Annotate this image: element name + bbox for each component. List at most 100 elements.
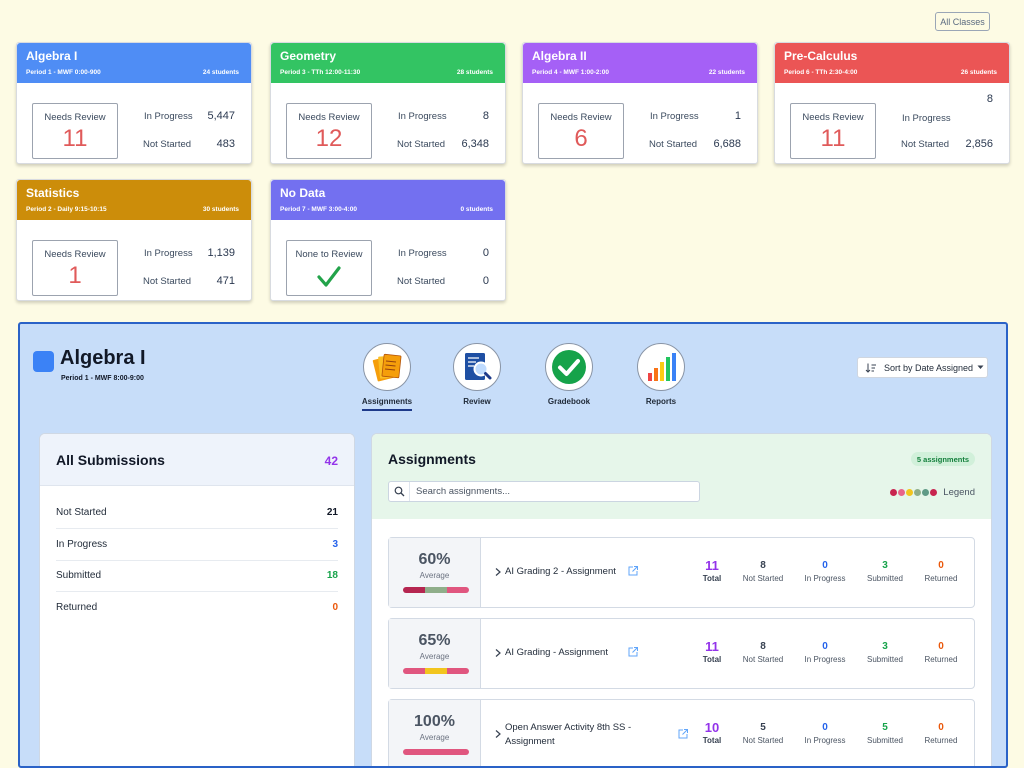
assignment-name[interactable]: AI Grading - Assignment bbox=[505, 647, 608, 658]
returned-label: Returned bbox=[924, 655, 958, 664]
external-link-icon[interactable] bbox=[677, 728, 689, 740]
not-started-label: Not Started bbox=[143, 139, 192, 150]
average-percent: 65% bbox=[418, 632, 451, 649]
returned-label: Returned bbox=[924, 736, 958, 745]
review-count: 11 bbox=[62, 125, 88, 152]
average-bar-segment bbox=[425, 749, 447, 755]
class-card-header: Pre-Calculus Period 6 - TTh 2:30-4:00 26 s… bbox=[775, 43, 1009, 83]
class-period: Period 2 - Daily 9:15-10:15 bbox=[26, 206, 107, 213]
class-student-count: 28 students bbox=[456, 69, 493, 76]
tab-assignments[interactable]: Assignments bbox=[352, 343, 422, 411]
legend-dots bbox=[890, 489, 938, 496]
average-bar-segment bbox=[403, 749, 425, 755]
submission-status-row: Returned 0 bbox=[56, 592, 338, 624]
class-card[interactable]: Pre-Calculus Period 6 - TTh 2:30-4:00 26 s… bbox=[774, 42, 1010, 164]
average-label: Average bbox=[419, 652, 450, 661]
chevron-right-icon[interactable] bbox=[493, 567, 503, 577]
assignment-row[interactable]: 60% Average AI Grading 2 - Assignment 11 Tot… bbox=[388, 537, 975, 608]
returned-label: Returned bbox=[924, 574, 958, 583]
class-card[interactable]: Algebra II Period 4 - MWF 1:00-2:00 22 stu… bbox=[522, 42, 758, 164]
legend-label: Legend bbox=[943, 487, 975, 498]
tab-assignments-label: Assignments bbox=[361, 397, 413, 411]
average-cell: 100% Average bbox=[389, 700, 481, 766]
in-progress-value: 5,447 bbox=[207, 110, 235, 122]
sort-dropdown[interactable]: Sort by Date Assigned bbox=[857, 357, 988, 378]
assignments-card: Assignments 5 assignments Legend 60% Aver… bbox=[371, 433, 992, 766]
returned-count: 0 bbox=[938, 560, 944, 571]
class-card[interactable]: Geometry Period 3 - TTh 12:00-11:30 28 stu… bbox=[270, 42, 506, 164]
legend-button[interactable]: Legend bbox=[890, 487, 975, 498]
not-started-value: 0 bbox=[482, 275, 489, 287]
in-progress-label: In Progress bbox=[144, 248, 193, 259]
review-label: Needs Review bbox=[298, 112, 360, 123]
review-icon bbox=[453, 343, 501, 391]
tab-gradebook[interactable]: Gradebook bbox=[534, 343, 604, 409]
status-label: Submitted bbox=[56, 570, 102, 581]
chevron-right-icon[interactable] bbox=[493, 729, 503, 739]
average-bar bbox=[403, 587, 469, 593]
chevron-right-icon[interactable] bbox=[493, 648, 503, 658]
class-name: No Data bbox=[280, 186, 326, 200]
class-card[interactable]: No Data Period 7 - MWF 3:00-4:00 0 student… bbox=[270, 179, 506, 301]
chevron-down-icon bbox=[977, 365, 984, 369]
not-started-label: Not Started bbox=[901, 139, 950, 150]
assignment-name[interactable]: Open Answer Activity 8th SS - Assignment bbox=[505, 722, 632, 747]
search-icon bbox=[394, 486, 405, 497]
external-link-icon[interactable] bbox=[627, 565, 639, 577]
not-started-label: Not Started bbox=[397, 276, 446, 287]
in-progress-label: In Progress bbox=[650, 111, 699, 122]
class-student-count: 24 students bbox=[202, 69, 239, 76]
class-name: Geometry bbox=[280, 49, 337, 63]
average-cell: 60% Average bbox=[389, 538, 481, 607]
needs-review-box[interactable]: Needs Review 12 bbox=[286, 103, 372, 159]
status-count: 21 bbox=[326, 507, 338, 518]
external-link-icon[interactable] bbox=[627, 646, 639, 658]
all-classes-button[interactable]: All Classes bbox=[935, 12, 990, 31]
search-input[interactable] bbox=[409, 482, 697, 501]
not-started-label: Not Started bbox=[143, 276, 192, 287]
assignment-row[interactable]: 65% Average AI Grading - Assignment 11 Total… bbox=[388, 618, 975, 689]
average-bar bbox=[403, 668, 469, 674]
class-period: Period 1 - MWF 0:00-900 bbox=[26, 69, 101, 76]
not-started-stat: 5 Not Started bbox=[728, 722, 798, 745]
needs-review-box[interactable]: Needs Review 11 bbox=[32, 103, 118, 159]
not-started-value: 2,856 bbox=[965, 138, 993, 150]
not-started-label: Not Started bbox=[742, 574, 784, 583]
total-stat: 10 Total bbox=[692, 720, 732, 745]
average-bar-segment bbox=[447, 749, 469, 755]
status-count: 3 bbox=[332, 538, 338, 550]
assignment-row[interactable]: 100% Average Open Answer Activity 8th SS -… bbox=[388, 699, 976, 766]
class-period: Period 7 - MWF 3:00-4:00 bbox=[280, 206, 357, 213]
legend-dot bbox=[906, 489, 914, 496]
tab-review-label: Review bbox=[463, 397, 491, 406]
legend-dot bbox=[914, 489, 922, 496]
average-label: Average bbox=[419, 733, 450, 742]
tab-gradebook-label: Gradebook bbox=[547, 397, 591, 406]
review-count: 1 bbox=[68, 262, 82, 289]
in-progress-label: In Progress bbox=[804, 574, 846, 583]
class-card[interactable]: Algebra I Period 1 - MWF 0:00-900 24 stude… bbox=[16, 42, 252, 164]
needs-review-box[interactable]: Needs Review 1 bbox=[32, 240, 118, 296]
in-progress-value: 8 bbox=[482, 110, 489, 122]
returned-count: 0 bbox=[938, 722, 944, 733]
tab-reports[interactable]: Reports bbox=[626, 343, 696, 409]
legend-dot bbox=[898, 489, 906, 496]
gradebook-icon bbox=[545, 343, 593, 391]
class-name: Pre-Calculus bbox=[784, 49, 858, 63]
not-started-label: Not Started bbox=[397, 139, 446, 150]
in-progress-count: 0 bbox=[822, 560, 828, 571]
needs-review-box[interactable]: Needs Review 11 bbox=[790, 103, 876, 159]
assignment-name[interactable]: AI Grading 2 - Assignment bbox=[505, 566, 616, 577]
needs-review-box[interactable]: None to Review bbox=[286, 240, 372, 296]
needs-review-box[interactable]: Needs Review 6 bbox=[538, 103, 624, 159]
submitted-stat: 3 Submitted bbox=[850, 560, 920, 583]
legend-dot bbox=[930, 489, 938, 496]
submissions-total: 42 bbox=[324, 454, 338, 468]
returned-stat: 0 Returned bbox=[906, 722, 976, 745]
in-progress-stat: 0 In Progress bbox=[790, 722, 860, 745]
class-card[interactable]: Statistics Period 2 - Daily 9:15-10:15 30 … bbox=[16, 179, 252, 301]
tab-review[interactable]: Review bbox=[442, 343, 512, 409]
submission-status-row: Not Started 21 bbox=[56, 497, 338, 529]
class-card-header: Statistics Period 2 - Daily 9:15-10:15 30 … bbox=[17, 180, 251, 220]
not-started-label: Not Started bbox=[742, 736, 784, 745]
